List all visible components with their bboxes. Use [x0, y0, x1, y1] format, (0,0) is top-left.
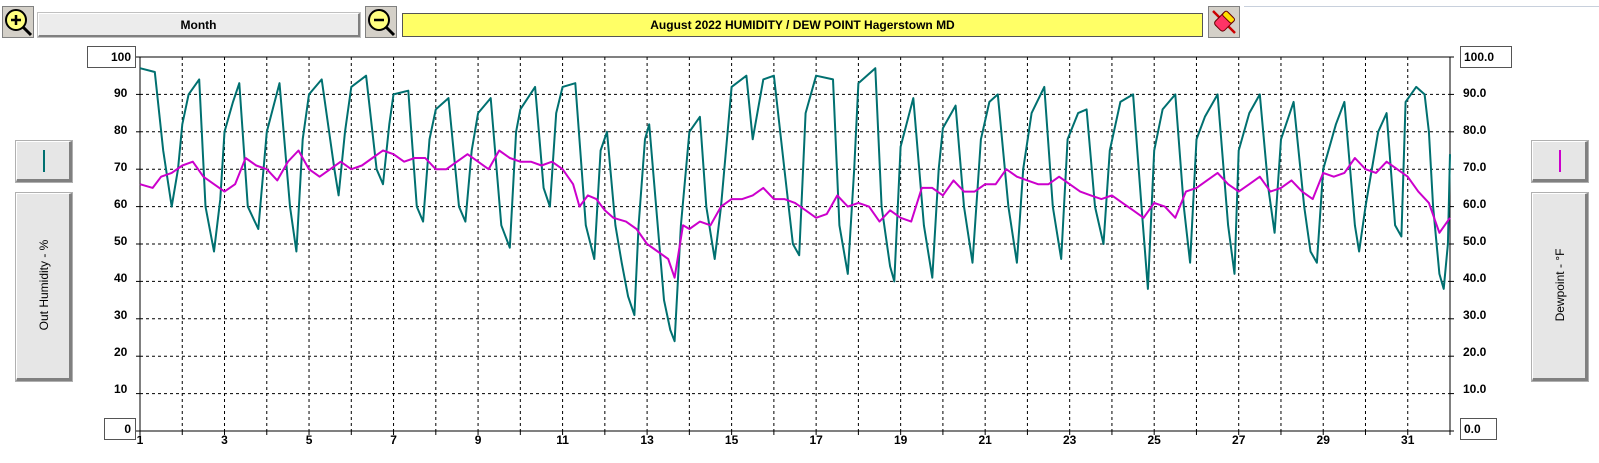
x-tick-label: 9: [474, 433, 482, 447]
x-tick-label: 13: [640, 433, 654, 447]
dewpoint-axis-button[interactable]: Dewpoint - °F: [1531, 192, 1589, 382]
left-tick-label: 10: [114, 382, 128, 396]
left-tick-label: 80: [114, 123, 128, 137]
right-axis-min[interactable]: 0.0: [1460, 418, 1497, 440]
x-tick-label: 1: [136, 433, 144, 447]
x-tick-label: 31: [1401, 433, 1415, 447]
left-tick-label: 30: [114, 308, 128, 322]
zoom-out-button[interactable]: [365, 6, 397, 38]
dewpoint-legend-swatch: [1559, 150, 1561, 172]
right-tick-label: 50.0: [1463, 234, 1487, 248]
separator: [1244, 6, 1599, 7]
x-tick-label: 5: [305, 433, 313, 447]
left-tick-label: 70: [114, 160, 128, 174]
x-tick-label: 11: [556, 433, 569, 447]
left-tick-label: 60: [114, 197, 128, 211]
right-tick-label: 70.0: [1463, 160, 1487, 174]
x-tick-label: 21: [978, 433, 992, 447]
right-axis-max[interactable]: 100.0: [1460, 46, 1512, 68]
left-tick-label: 90: [114, 86, 128, 100]
magnifier-plus-icon: [5, 9, 33, 37]
zoom-in-button[interactable]: [2, 6, 34, 38]
clear-button[interactable]: [1208, 6, 1240, 38]
x-tick-label: 19: [893, 433, 908, 447]
humidity-series-line: [139, 67, 1451, 343]
left-tick-label: 50: [114, 234, 128, 248]
x-tick-label: 27: [1232, 433, 1246, 447]
right-tick-label: 10.0: [1463, 382, 1487, 396]
magnifier-minus-icon: [368, 9, 396, 37]
x-tick-label: 7: [390, 433, 397, 447]
x-tick-label: 15: [724, 433, 739, 447]
eraser-icon: [1212, 10, 1236, 34]
humidity-legend-button[interactable]: [15, 140, 73, 183]
dewpoint-legend-button[interactable]: [1531, 140, 1589, 183]
humidity-legend-swatch: [43, 150, 45, 172]
dewpoint-series-line: [139, 149, 1451, 279]
left-axis-max[interactable]: 100: [87, 46, 136, 68]
right-tick-label: 60.0: [1463, 197, 1487, 211]
right-tick-label: 30.0: [1463, 308, 1487, 322]
right-tick-label: 20.0: [1463, 345, 1487, 359]
right-tick-label: 90.0: [1463, 86, 1487, 100]
right-tick-label: 40.0: [1463, 271, 1487, 285]
period-selector[interactable]: Month: [37, 12, 361, 38]
x-tick-label: 3: [221, 433, 228, 447]
chart-title: August 2022 HUMIDITY / DEW POINT Hagerst…: [402, 13, 1203, 37]
x-tick-label: 23: [1062, 433, 1077, 447]
left-tick-label: 20: [114, 345, 128, 359]
x-tick-label: 29: [1316, 433, 1330, 447]
left-axis-min[interactable]: 0: [104, 418, 136, 440]
humidity-axis-button[interactable]: Out Humidity - %: [15, 192, 73, 382]
x-tick-label: 17: [809, 433, 823, 447]
left-tick-label: 40: [114, 271, 128, 285]
right-tick-label: 80.0: [1463, 123, 1487, 137]
x-tick-label: 25: [1147, 433, 1161, 447]
